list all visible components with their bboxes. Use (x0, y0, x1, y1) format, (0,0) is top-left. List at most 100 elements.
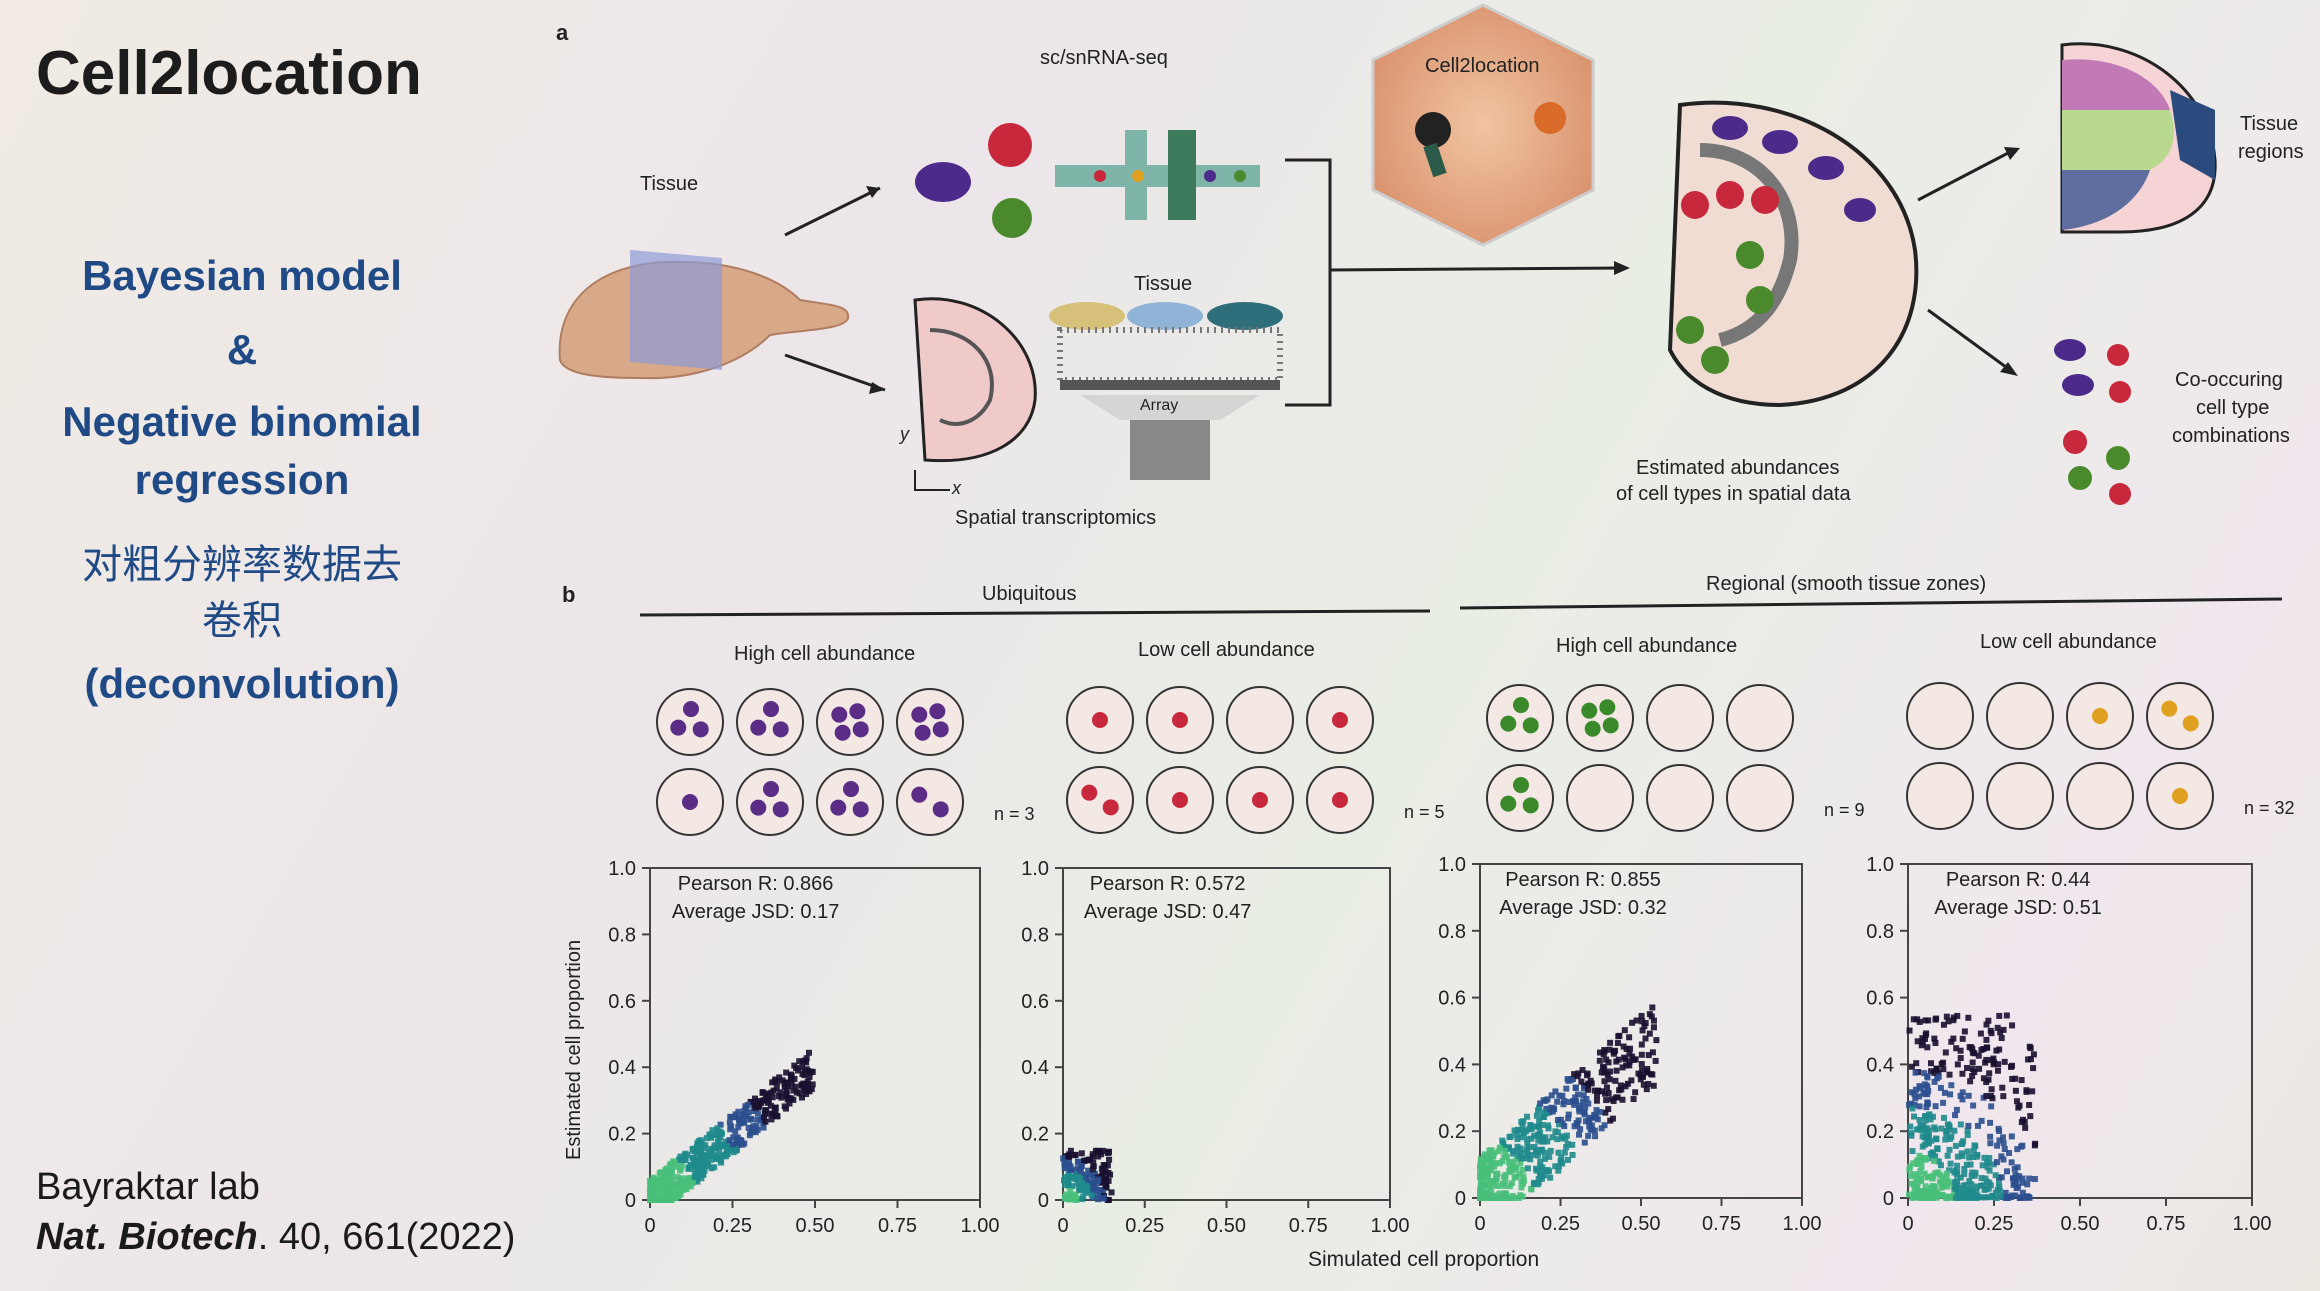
density-cell (1650, 1082, 1657, 1089)
density-cell (1909, 1105, 1916, 1112)
density-cell (662, 1183, 669, 1190)
arrow-to-regions (1917, 150, 2011, 202)
density-cell (1535, 1123, 1542, 1130)
density-cell (748, 1115, 755, 1122)
density-cell (1907, 1163, 1914, 1170)
density-cell (798, 1094, 805, 1101)
density-cell (1918, 1163, 1925, 1170)
density-cell (805, 1049, 812, 1056)
density-cell (1957, 1092, 1964, 1099)
density-cell (1983, 1056, 1990, 1063)
density-cell (1637, 1076, 1644, 1083)
density-cell (730, 1134, 737, 1141)
density-cell (1946, 1071, 1953, 1078)
y-tick-label: 0.8 (608, 924, 636, 946)
density-cell (1584, 1070, 1591, 1077)
density-cell (707, 1156, 714, 1163)
journal-name: Nat. Biotech (36, 1216, 258, 1258)
density-cell (781, 1103, 788, 1110)
density-cell (1569, 1141, 1576, 1148)
density-cell (1987, 1140, 1994, 1147)
density-cell (803, 1066, 810, 1073)
density-cell (1964, 1127, 1971, 1134)
density-cell (2023, 1088, 2030, 1095)
y-tick-label: 1.0 (1021, 858, 1049, 880)
density-cell (1932, 1016, 1939, 1023)
density-cell (1083, 1174, 1090, 1181)
density-cell (2026, 1175, 2033, 1182)
density-cell (1906, 1027, 1913, 1034)
density-cell (759, 1089, 766, 1096)
density-cell (1928, 1137, 1935, 1144)
density-cell (687, 1183, 694, 1190)
density-cell (2002, 1189, 2009, 1196)
density-cell (1491, 1163, 1498, 1170)
density-cell (1913, 1160, 1920, 1167)
density-cell (1989, 1192, 1996, 1199)
bracket-arrow-head (1614, 261, 1630, 275)
density-cell (747, 1098, 754, 1105)
density-cell (1931, 1035, 1938, 1042)
density-cell (706, 1148, 713, 1155)
density-cell (760, 1124, 767, 1131)
density-cell (1091, 1170, 1098, 1177)
density-cell (2022, 1124, 2029, 1131)
density-cell (1493, 1172, 1500, 1179)
cell-dot (914, 724, 931, 741)
density-cell (799, 1064, 806, 1071)
density-cell (1947, 1160, 1954, 1167)
density-cell (740, 1111, 747, 1118)
density-cell (1943, 1013, 1950, 1020)
density-cell (691, 1173, 698, 1180)
density-cell (1563, 1144, 1570, 1151)
density-cell (774, 1079, 781, 1086)
cell-dot (762, 701, 779, 718)
density-cell (1554, 1136, 1561, 1143)
density-cell (796, 1058, 803, 1065)
density-cell (1580, 1109, 1587, 1116)
density-cell (784, 1096, 791, 1103)
density-cell (1489, 1160, 1496, 1167)
density-cell (2008, 1133, 2015, 1140)
density-cell (767, 1102, 774, 1109)
cell-dot (1172, 792, 1188, 808)
density-cell (1105, 1196, 1112, 1203)
cell-dot (1581, 702, 1598, 719)
density-cell (1986, 1070, 1993, 1077)
density-cell (1925, 1112, 1932, 1119)
density-cell (1535, 1107, 1542, 1114)
density-cell (1944, 1183, 1951, 1190)
density-cell (1994, 1142, 2001, 1149)
bracket-connector (1285, 158, 1626, 407)
density-cell (2027, 1113, 2034, 1120)
density-cell (1987, 1119, 1994, 1126)
density-cell (1538, 1175, 1545, 1182)
density-cell (1531, 1123, 1538, 1130)
density-cell (1477, 1195, 1484, 1201)
density-cell (1944, 1121, 1951, 1128)
density-cell (702, 1142, 709, 1149)
density-cell (658, 1173, 665, 1180)
density-cell (1477, 1189, 1484, 1196)
cell-circle (1726, 684, 1794, 752)
density-cell (1483, 1174, 1490, 1181)
density-cell (1508, 1180, 1515, 1187)
density-cell (1535, 1131, 1542, 1138)
density-cell (2012, 1087, 2019, 1094)
density-cell (803, 1059, 810, 1066)
density-cell (1585, 1100, 1592, 1107)
density-cell (1078, 1171, 1085, 1178)
x-tick-label: 0.50 (1207, 1215, 1246, 1237)
density-cell (1932, 1103, 1939, 1110)
density-cell (1552, 1088, 1559, 1095)
y-tick-label: 0 (1883, 1188, 1894, 1210)
density-cell (1940, 1021, 1947, 1028)
density-cell (1929, 1174, 1936, 1181)
cell-circle (1986, 762, 2054, 830)
density-cell (1601, 1122, 1608, 1129)
density-cell (1617, 1082, 1624, 1089)
density-cell (1622, 1056, 1629, 1063)
y-tick-label: 0 (625, 1190, 636, 1212)
density-cell (1924, 1100, 1931, 1107)
cell-dot (831, 706, 848, 723)
